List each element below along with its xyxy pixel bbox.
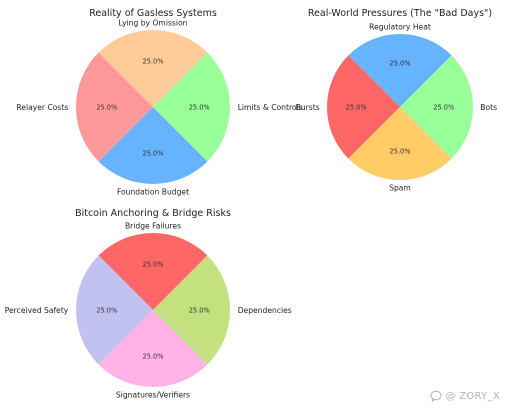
value-label-dependencies: 25.0% bbox=[189, 307, 210, 315]
category-label-spam: Spam bbox=[389, 183, 411, 192]
slice-foundation-budget bbox=[98, 107, 208, 185]
watermark: @ ZORY_X bbox=[430, 390, 500, 402]
category-label-lying-by-omission: Lying by Omission bbox=[119, 18, 188, 27]
chat-bubble-icon bbox=[430, 390, 442, 402]
slice-dependencies bbox=[153, 255, 231, 365]
pie-chart-3: Bitcoin Anchoring & Bridge Risks 25.0% Bri… bbox=[5, 208, 292, 400]
category-label-bursts: Bursts bbox=[296, 103, 320, 112]
value-label-bridge-failures: 25.0% bbox=[143, 260, 164, 268]
value-label-signatures-verifiers: 25.0% bbox=[143, 353, 164, 361]
slice-signatures-verifiers bbox=[98, 310, 208, 388]
category-label-dependencies: Dependencies bbox=[238, 306, 292, 315]
chart-title: Real-World Pressures (The "Bad Days") bbox=[308, 8, 492, 19]
slice-bridge-failures bbox=[98, 232, 208, 310]
slice-spam bbox=[348, 107, 452, 181]
slice-lying-by-omission bbox=[98, 29, 208, 107]
slice-regulatory-heat bbox=[348, 33, 452, 108]
value-label-bots: 25.0% bbox=[433, 104, 454, 112]
pie-chart-2: Real-World Pressures (The "Bad Days") 25.… bbox=[296, 8, 497, 192]
category-label-bots: Bots bbox=[480, 103, 497, 112]
category-label-regulatory-heat: Regulatory Heat bbox=[369, 23, 431, 32]
slice-limits-controls bbox=[153, 52, 231, 162]
value-label-lying-by-omission: 25.0% bbox=[143, 57, 164, 65]
category-label-foundation-budget: Foundation Budget bbox=[117, 188, 189, 197]
value-label-relayer-costs: 25.0% bbox=[96, 104, 117, 112]
value-label-bursts: 25.0% bbox=[346, 104, 367, 112]
pie-chart-1: Reality of Gasless Systems 25.0% Lying by … bbox=[16, 8, 302, 197]
chart-title: Reality of Gasless Systems bbox=[89, 8, 217, 19]
category-label-limits-controls: Limits & Controls bbox=[238, 103, 303, 112]
value-label-limits-controls: 25.0% bbox=[189, 104, 210, 112]
category-label-perceived-safety: Perceived Safety bbox=[5, 306, 69, 315]
slice-perceived-safety bbox=[75, 255, 153, 365]
value-label-spam: 25.0% bbox=[390, 147, 411, 155]
slice-bursts bbox=[326, 55, 400, 159]
value-label-foundation-budget: 25.0% bbox=[143, 150, 164, 158]
category-label-relayer-costs: Relayer Costs bbox=[16, 103, 68, 112]
category-label-signatures-verifiers: Signatures/Verifiers bbox=[116, 391, 190, 400]
value-label-perceived-safety: 25.0% bbox=[96, 307, 117, 315]
slice-relayer-costs bbox=[75, 52, 153, 162]
slice-bots bbox=[400, 55, 474, 159]
category-label-bridge-failures: Bridge Failures bbox=[125, 221, 181, 230]
chart-title: Bitcoin Anchoring & Bridge Risks bbox=[75, 208, 231, 219]
value-label-regulatory-heat: 25.0% bbox=[390, 60, 411, 68]
watermark-text: @ ZORY_X bbox=[445, 390, 500, 402]
